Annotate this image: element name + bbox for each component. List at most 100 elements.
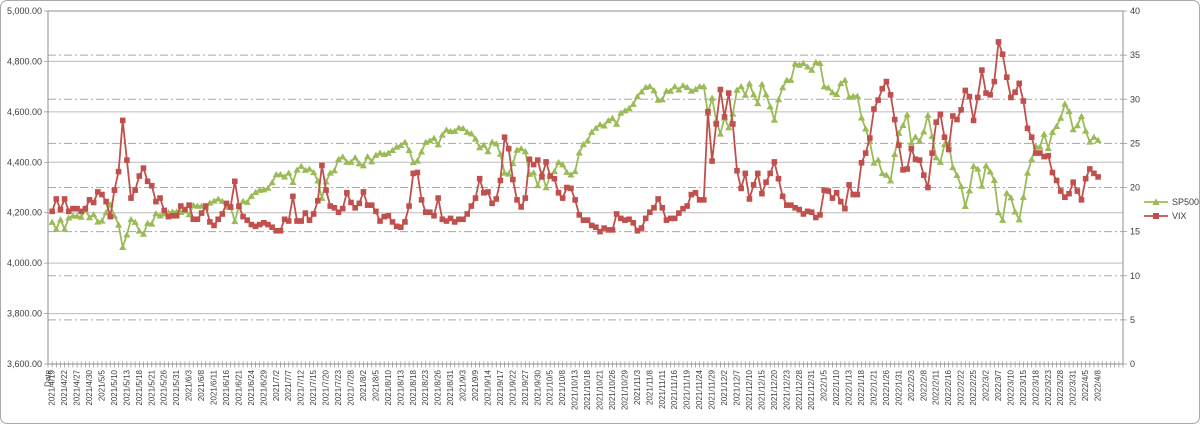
svg-text:2021/11/8: 2021/11/8 xyxy=(645,369,654,405)
svg-text:2021/6/8: 2021/6/8 xyxy=(197,369,206,401)
svg-text:2021/10/18: 2021/10/18 xyxy=(583,369,592,410)
svg-text:2021/10/26: 2021/10/26 xyxy=(608,369,617,410)
svg-text:2021/8/5: 2021/8/5 xyxy=(371,369,380,401)
svg-text:4,400.00: 4,400.00 xyxy=(7,157,42,167)
svg-text:2021/8/2: 2021/8/2 xyxy=(359,369,368,401)
svg-text:2021/11/16: 2021/11/16 xyxy=(670,369,679,409)
svg-text:2022/3/7: 2022/3/7 xyxy=(994,369,1003,401)
svg-text:2021/7/12: 2021/7/12 xyxy=(297,369,306,405)
svg-text:2021/8/10: 2021/8/10 xyxy=(384,369,393,405)
right-axis-labels: 40 35 30 25 20 15 10 5 0 xyxy=(1130,6,1140,369)
svg-text:2021/9/27: 2021/9/27 xyxy=(521,369,530,405)
vix-series xyxy=(49,39,1101,235)
svg-text:2021/5/31: 2021/5/31 xyxy=(172,369,181,405)
svg-text:2021/4/30: 2021/4/30 xyxy=(85,369,94,405)
svg-text:2021/4/22: 2021/4/22 xyxy=(60,369,69,405)
svg-text:2022/2/11: 2022/2/11 xyxy=(932,369,941,405)
svg-text:2021/7/7: 2021/7/7 xyxy=(284,369,293,401)
svg-text:25: 25 xyxy=(1130,138,1140,148)
svg-text:2021/4/27: 2021/4/27 xyxy=(73,369,82,405)
svg-text:2022/1/13: 2022/1/13 xyxy=(845,369,854,405)
svg-text:2022/3/31: 2022/3/31 xyxy=(1069,369,1078,405)
svg-text:2021/5/5: 2021/5/5 xyxy=(97,369,106,401)
svg-text:2021/10/5: 2021/10/5 xyxy=(546,369,555,405)
svg-text:2021/5/26: 2021/5/26 xyxy=(160,369,169,405)
gridlines-solid xyxy=(48,10,1123,315)
svg-text:2022/3/18: 2022/3/18 xyxy=(1031,369,1040,405)
svg-text:2021/12/15: 2021/12/15 xyxy=(757,369,766,410)
svg-text:10: 10 xyxy=(1130,271,1140,281)
svg-text:40: 40 xyxy=(1130,6,1140,16)
svg-text:2021/8/23: 2021/8/23 xyxy=(421,369,430,405)
svg-text:4,600.00: 4,600.00 xyxy=(7,107,42,117)
svg-text:2021/8/13: 2021/8/13 xyxy=(396,369,405,405)
svg-text:2021/8/26: 2021/8/26 xyxy=(434,369,443,405)
svg-text:2021/6/16: 2021/6/16 xyxy=(222,369,231,405)
svg-text:2021/12/23: 2021/12/23 xyxy=(782,369,791,410)
svg-text:2021/10/13: 2021/10/13 xyxy=(571,369,580,410)
svg-text:2021/9/9: 2021/9/9 xyxy=(471,369,480,401)
svg-text:2021/10/8: 2021/10/8 xyxy=(558,369,567,405)
svg-text:2021/9/3: 2021/9/3 xyxy=(459,369,468,401)
chart-legend: SP500 VIX xyxy=(1143,197,1199,221)
svg-text:2021/10/21: 2021/10/21 xyxy=(596,369,605,410)
svg-text:3,800.00: 3,800.00 xyxy=(7,309,42,319)
svg-text:2021/12/31: 2021/12/31 xyxy=(807,369,816,410)
svg-text:2022/3/23: 2022/3/23 xyxy=(1044,369,1053,405)
svg-text:2021/6/24: 2021/6/24 xyxy=(247,369,256,405)
svg-text:2022/1/21: 2022/1/21 xyxy=(869,369,878,405)
axis-ticks xyxy=(44,10,1127,368)
vix-legend-swatch xyxy=(1144,213,1168,219)
svg-text:30: 30 xyxy=(1130,94,1140,104)
svg-text:Date: Date xyxy=(44,369,53,386)
svg-text:2021/8/31: 2021/8/31 xyxy=(446,369,455,405)
svg-text:2021/9/17: 2021/9/17 xyxy=(496,369,505,405)
svg-text:5,000.00: 5,000.00 xyxy=(7,6,42,16)
svg-text:2022/1/31: 2022/1/31 xyxy=(894,369,903,405)
svg-text:2021/12/28: 2021/12/28 xyxy=(795,369,804,410)
svg-text:2022/2/3: 2022/2/3 xyxy=(907,369,916,401)
svg-text:2022/2/8: 2022/2/8 xyxy=(919,369,928,401)
svg-text:2021/7/2: 2021/7/2 xyxy=(272,369,281,401)
svg-text:2021/7/23: 2021/7/23 xyxy=(334,369,343,405)
svg-text:2021/11/29: 2021/11/29 xyxy=(708,369,717,409)
vix-markers xyxy=(49,39,1101,235)
svg-text:2022/1/10: 2022/1/10 xyxy=(832,369,841,405)
sp500-legend-swatch xyxy=(1144,198,1168,205)
svg-text:4,200.00: 4,200.00 xyxy=(7,208,42,218)
svg-text:2021/12/10: 2021/12/10 xyxy=(745,369,754,410)
svg-text:2021/11/24: 2021/11/24 xyxy=(695,369,704,409)
svg-text:2021/9/22: 2021/9/22 xyxy=(508,369,517,405)
svg-text:2021/12/2: 2021/12/2 xyxy=(720,369,729,405)
svg-text:2022/1/5: 2022/1/5 xyxy=(820,369,829,401)
svg-text:2021/7/28: 2021/7/28 xyxy=(346,369,355,405)
svg-text:4,000.00: 4,000.00 xyxy=(7,258,42,268)
legend-item-sp500: SP500 xyxy=(1143,197,1199,207)
svg-text:2022/2/22: 2022/2/22 xyxy=(957,369,966,405)
svg-text:2021/9/14: 2021/9/14 xyxy=(483,369,492,405)
svg-text:2021/6/11: 2021/6/11 xyxy=(210,369,219,405)
sp500-series xyxy=(48,58,1102,251)
gridlines-dash-dot xyxy=(48,54,1123,321)
svg-text:2021/4/19: 2021/4/19 xyxy=(48,369,57,405)
legend-label-vix: VIX xyxy=(1172,211,1187,221)
svg-text:2022/4/8: 2022/4/8 xyxy=(1094,369,1103,401)
svg-text:2022/3/2: 2022/3/2 xyxy=(982,369,991,401)
svg-text:2021/6/3: 2021/6/3 xyxy=(185,369,194,401)
svg-text:2021/5/21: 2021/5/21 xyxy=(147,369,156,405)
svg-text:20: 20 xyxy=(1130,183,1140,193)
sp500-triangle-marker-icon xyxy=(1152,198,1160,205)
svg-text:2022/1/18: 2022/1/18 xyxy=(857,369,866,405)
svg-text:2021/7/15: 2021/7/15 xyxy=(309,369,318,405)
svg-text:2021/10/29: 2021/10/29 xyxy=(620,369,629,410)
svg-text:2021/6/21: 2021/6/21 xyxy=(234,369,243,405)
sp500-markers xyxy=(48,58,1102,251)
svg-text:2021/12/7: 2021/12/7 xyxy=(732,369,741,405)
svg-text:2022/2/25: 2022/2/25 xyxy=(969,369,978,405)
vix-square-marker-icon xyxy=(1153,213,1159,219)
svg-text:2021/11/19: 2021/11/19 xyxy=(683,369,692,409)
svg-text:2021/6/29: 2021/6/29 xyxy=(259,369,268,405)
